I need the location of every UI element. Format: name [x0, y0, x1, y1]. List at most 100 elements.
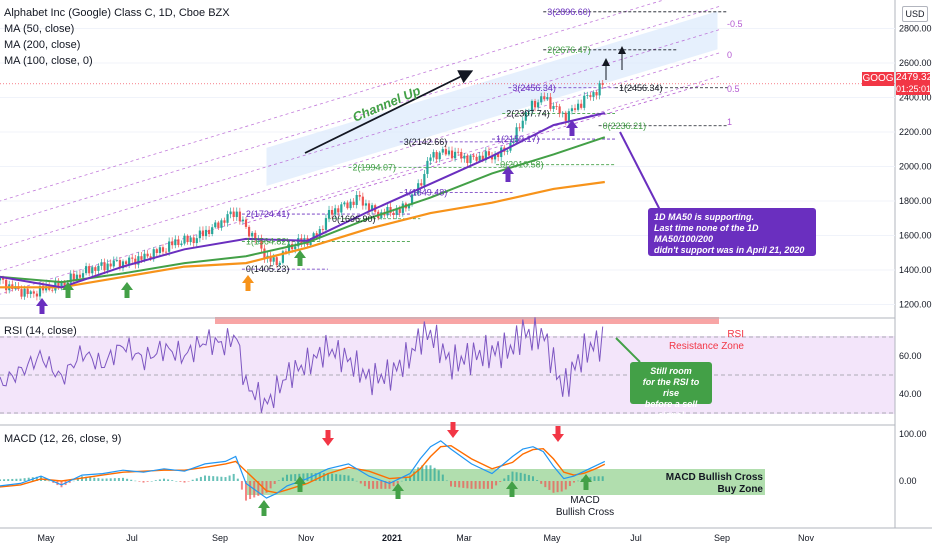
price-tick-label: 2600.00 [899, 58, 932, 68]
macd-histogram-bar [105, 478, 108, 481]
rsi-note: Still room for the RSI to rise before a … [630, 362, 712, 420]
ma50-note-line-3: didn't support was in April 21, 2020 [654, 245, 805, 255]
macd-histogram-bar [331, 473, 334, 481]
ma50-note: 1D MA50 is supporting. Last time none of… [648, 208, 816, 256]
price-tick-label: 2200.00 [899, 127, 932, 137]
macd-histogram-bar [507, 475, 510, 481]
macd-histogram-bar [478, 481, 481, 489]
rsi-legend[interactable]: RSI (14, close) [4, 325, 77, 337]
candle-body [238, 211, 241, 222]
price-tick-label: 2000.00 [899, 162, 932, 172]
macd-histogram-bar [359, 481, 362, 484]
macd-histogram-bar [347, 475, 350, 481]
channel-fill [266, 11, 718, 186]
candle-body [530, 100, 534, 112]
fib-level-label: 2(2307.74) [506, 108, 550, 118]
candles [0, 79, 604, 301]
candle-body [598, 83, 601, 96]
macd-histogram-bar [97, 478, 100, 481]
candle-body [189, 237, 192, 243]
macd-legend[interactable]: MACD (12, 26, close, 9) [4, 433, 122, 445]
candle-body [361, 196, 364, 206]
candle-body [81, 273, 85, 278]
candle-body [454, 151, 457, 159]
candle-body [555, 106, 558, 107]
macd-histogram-bar [232, 473, 235, 481]
fib-level-label: 3(2896.60) [547, 7, 591, 17]
macd-histogram-bar [433, 467, 436, 481]
candle-body [149, 256, 152, 260]
candle-body [140, 256, 143, 260]
candle-body [251, 232, 254, 237]
candle-body [232, 211, 235, 218]
candle-body [112, 260, 115, 267]
macd-histogram-bar [486, 481, 489, 489]
ma50-note-pointer [619, 131, 661, 211]
fib-level-label: 2(1994.07) [353, 163, 397, 173]
candle-body [168, 241, 171, 252]
macd-histogram-bar [89, 477, 92, 481]
macd-histogram-bar [474, 481, 477, 489]
macd-histogram-bar [187, 481, 190, 482]
macd-histogram-bar [511, 471, 514, 481]
macd-histogram-bar [429, 465, 432, 481]
candle-body [208, 229, 211, 235]
macd-histogram-bar [138, 481, 141, 482]
candle-body [429, 157, 432, 161]
candle-body [229, 211, 232, 215]
legend-ma200[interactable]: MA (200, close) [4, 39, 81, 51]
macd-sell-arrow [322, 430, 334, 446]
candle-body [220, 220, 223, 228]
currency-label[interactable]: USD [902, 6, 928, 22]
candle-body [183, 235, 186, 244]
last-price-badge: 2479.32 [896, 72, 932, 84]
price-signal-arrow [294, 250, 306, 266]
macd-histogram-bar [0, 479, 1, 481]
candle-body [475, 156, 478, 161]
macd-histogram-bar [85, 476, 88, 481]
macd-histogram-bar [126, 478, 129, 481]
candle-body [564, 112, 567, 121]
channel-ratio-label: 1 [727, 117, 732, 127]
macd-tick-label: 100.00 [899, 429, 927, 439]
candle-body [573, 108, 577, 110]
candle-body [85, 266, 88, 274]
macd-histogram-bar [281, 477, 284, 481]
candle-body [340, 204, 343, 213]
candle-body [401, 203, 404, 213]
macd-histogram-bar [462, 481, 465, 488]
macd-histogram-bar [277, 480, 280, 481]
macd-histogram-bar [175, 481, 178, 482]
price-signal-arrow [36, 298, 48, 314]
macd-histogram-bar [220, 476, 223, 481]
macd-sell-arrow [447, 422, 459, 438]
macd-histogram-bar [195, 478, 198, 481]
candle-body [174, 239, 177, 246]
macd-histogram-bar [597, 476, 600, 481]
candle-body [441, 149, 444, 153]
macd-histogram-bar [425, 465, 428, 481]
macd-histogram-bar [548, 481, 551, 490]
candle-body [586, 95, 589, 96]
macd-histogram-bar [179, 481, 182, 482]
macd-histogram-bar [302, 473, 305, 481]
candle-body [327, 209, 331, 219]
candle-body [318, 229, 321, 238]
macd-tick-label: 0.00 [899, 476, 917, 486]
macd-buy-arrow [580, 474, 592, 490]
macd-zone-label-1: MACD Bullish Cross [666, 472, 764, 483]
fib-level-label: 2(1724.41) [246, 209, 290, 219]
rsi-tick-label: 40.00 [899, 389, 922, 399]
macd-histogram-bar [384, 481, 387, 489]
candle-body [457, 151, 460, 153]
legend-ma100[interactable]: MA (100, close, 0) [4, 55, 93, 67]
fib-level-label: 1(1849.48) [404, 187, 448, 197]
candle-body [592, 92, 595, 97]
rsi-note-line-3: before a sell signal [644, 399, 698, 420]
channel-upper-05 [0, 5, 722, 225]
candle-body [171, 241, 174, 246]
candle-body [309, 240, 312, 246]
legend-ma50[interactable]: MA (50, close) [4, 23, 75, 35]
macd-histogram-bar [249, 481, 252, 500]
